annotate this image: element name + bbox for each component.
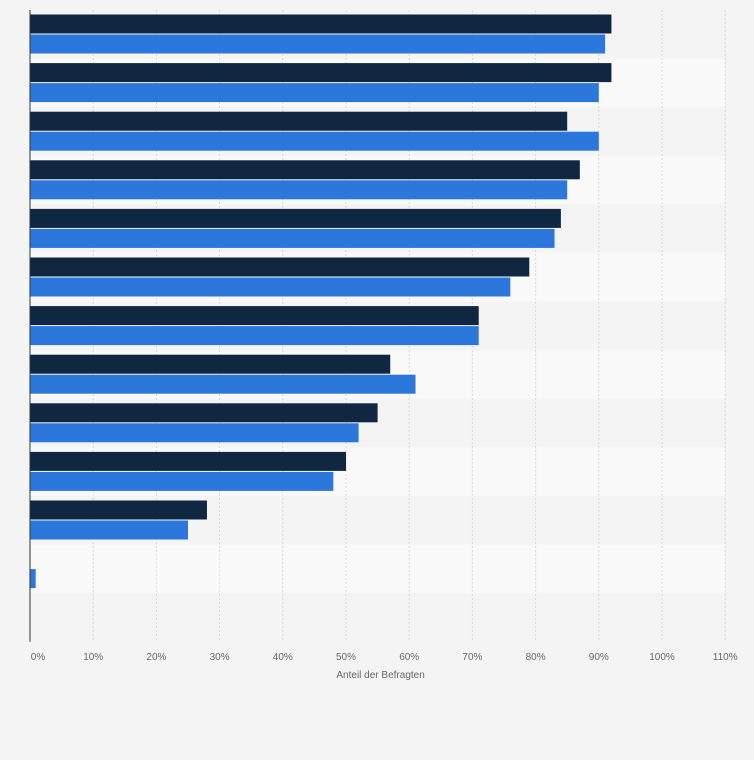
x-tick-labels: 0% 10% 20% 30% 40% 50% 60% 70% 80% 90% 100% 110% — [31, 652, 738, 663]
x-tick-label: 0% — [31, 652, 46, 663]
x-tick-label: 30% — [210, 652, 230, 663]
row-band — [30, 593, 726, 642]
bar — [30, 257, 530, 277]
bar — [30, 34, 606, 54]
bar — [30, 374, 416, 394]
row-bands — [30, 10, 726, 642]
bar — [30, 403, 378, 423]
bar — [30, 354, 391, 374]
row-band — [30, 544, 726, 594]
bar — [30, 208, 561, 228]
x-axis-title: Anteil der Befragten — [336, 670, 424, 681]
bar — [30, 111, 568, 131]
bar — [30, 131, 599, 151]
x-tick-label: 70% — [462, 652, 482, 663]
x-tick-label: 110% — [713, 652, 738, 663]
x-tick-label: 90% — [589, 652, 609, 663]
x-tick-label: 40% — [273, 652, 293, 663]
bar — [30, 83, 599, 103]
bar — [30, 277, 511, 297]
x-tick-label: 50% — [336, 652, 356, 663]
bar — [30, 63, 612, 83]
bar — [30, 520, 188, 540]
bar — [30, 14, 612, 34]
bar — [30, 471, 334, 491]
x-tick-label: 20% — [146, 652, 166, 663]
bar — [30, 423, 359, 443]
bars — [30, 14, 612, 589]
bar — [30, 180, 568, 200]
bar — [30, 228, 555, 248]
bar — [30, 451, 346, 471]
x-tick-label: 10% — [83, 652, 103, 663]
bar — [30, 500, 207, 520]
bar — [30, 569, 36, 589]
bar — [30, 306, 479, 326]
x-tick-label: 60% — [399, 652, 419, 663]
bar — [30, 326, 479, 346]
bar — [30, 160, 580, 180]
x-tick-label: 80% — [526, 652, 546, 663]
x-tick-label: 100% — [649, 652, 675, 663]
